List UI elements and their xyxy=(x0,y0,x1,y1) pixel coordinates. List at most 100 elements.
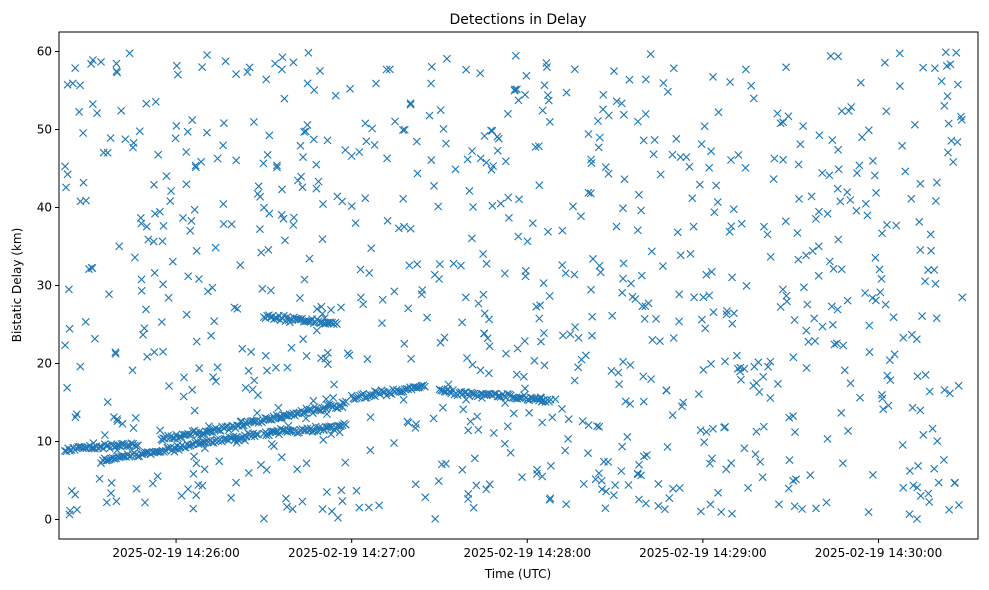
data-point xyxy=(301,127,310,136)
data-point xyxy=(284,421,293,430)
data-point xyxy=(213,363,222,372)
data-point xyxy=(172,121,181,130)
data-point xyxy=(371,387,379,396)
data-point xyxy=(504,213,513,222)
data-point xyxy=(879,405,888,414)
data-point xyxy=(763,230,772,239)
data-point xyxy=(682,153,691,162)
data-point xyxy=(688,194,697,203)
data-point xyxy=(584,421,593,430)
data-point xyxy=(190,205,199,214)
data-point xyxy=(766,357,775,366)
data-point xyxy=(844,107,853,115)
data-point xyxy=(865,321,874,330)
data-point xyxy=(540,81,549,90)
data-point xyxy=(244,366,253,375)
data-point xyxy=(633,470,642,479)
data-point xyxy=(63,383,72,392)
data-point xyxy=(530,394,539,403)
data-point xyxy=(648,335,657,344)
data-point xyxy=(281,494,290,503)
data-point xyxy=(405,261,414,270)
data-point xyxy=(482,158,491,167)
data-point xyxy=(264,415,273,424)
data-point xyxy=(951,478,959,487)
data-point xyxy=(633,226,642,235)
data-point xyxy=(135,127,144,136)
data-point xyxy=(602,487,611,496)
data-point xyxy=(530,356,539,365)
data-point xyxy=(88,100,97,109)
data-point xyxy=(482,259,491,268)
data-point xyxy=(355,503,364,512)
data-point xyxy=(793,229,802,237)
data-point xyxy=(907,194,916,203)
data-point xyxy=(949,158,958,166)
data-point xyxy=(578,417,587,426)
data-point xyxy=(634,190,643,199)
data-point xyxy=(640,314,649,323)
data-point xyxy=(749,94,758,103)
data-point xyxy=(130,253,139,262)
data-point xyxy=(157,318,166,326)
data-point xyxy=(521,384,529,393)
data-point xyxy=(273,163,281,172)
data-point xyxy=(702,427,711,436)
data-point xyxy=(312,326,321,335)
data-point xyxy=(293,465,302,474)
data-point xyxy=(685,162,694,171)
data-point xyxy=(182,310,191,319)
data-point xyxy=(619,357,628,366)
data-point xyxy=(489,429,498,437)
data-point xyxy=(211,377,220,386)
y-tick-label: 20 xyxy=(37,357,52,371)
data-point xyxy=(712,181,721,190)
data-point xyxy=(312,160,321,169)
data-point xyxy=(221,57,230,66)
data-point xyxy=(792,475,800,484)
data-point xyxy=(669,64,678,73)
data-point xyxy=(309,135,318,144)
data-point xyxy=(511,51,520,60)
data-point xyxy=(241,383,250,392)
data-point xyxy=(462,65,471,74)
data-point xyxy=(898,141,907,150)
data-point xyxy=(262,75,271,84)
data-point xyxy=(327,305,335,314)
data-point xyxy=(838,459,847,468)
data-point xyxy=(451,165,460,174)
data-point xyxy=(500,439,509,448)
data-point xyxy=(271,313,280,322)
data-point xyxy=(641,499,650,508)
data-point xyxy=(597,476,606,485)
data-point xyxy=(641,110,650,118)
data-point xyxy=(863,211,872,220)
data-point xyxy=(436,338,445,347)
data-point xyxy=(173,70,182,79)
data-point xyxy=(868,156,877,165)
data-point xyxy=(192,459,201,468)
data-point xyxy=(878,394,887,403)
data-point xyxy=(404,304,413,313)
data-point xyxy=(154,150,163,159)
data-point xyxy=(802,364,811,372)
data-point xyxy=(143,352,152,361)
data-point xyxy=(759,422,768,431)
data-point xyxy=(914,461,923,470)
data-point xyxy=(626,361,635,369)
data-point xyxy=(925,498,934,506)
data-point xyxy=(834,52,843,61)
data-point xyxy=(333,192,342,201)
data-point xyxy=(627,279,635,288)
data-point xyxy=(488,126,497,135)
data-point xyxy=(725,227,734,236)
data-point xyxy=(366,446,375,455)
data-point xyxy=(323,410,331,418)
data-point xyxy=(634,495,643,504)
data-point xyxy=(197,439,206,448)
data-point xyxy=(734,151,743,159)
data-point xyxy=(944,148,952,157)
data-point xyxy=(156,426,165,435)
data-point xyxy=(905,510,914,519)
data-point xyxy=(865,348,874,357)
